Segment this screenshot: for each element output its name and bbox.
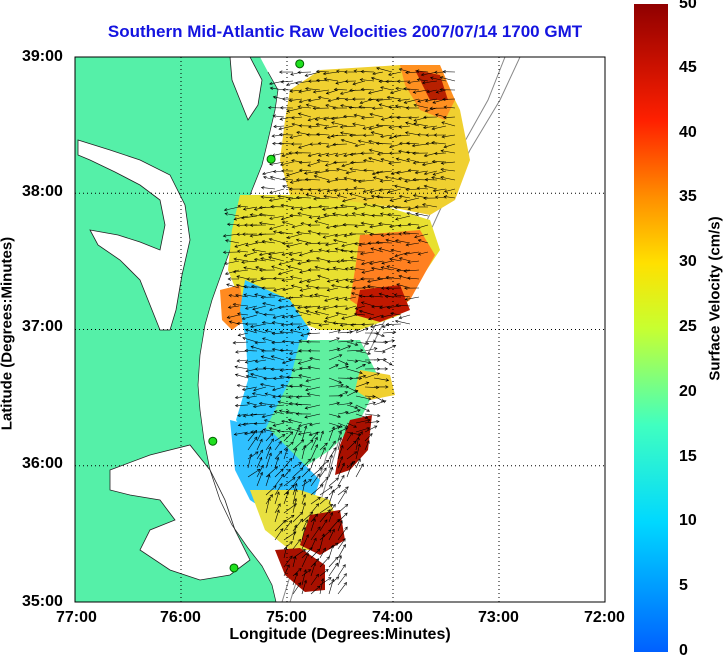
colorbar-tick: 45 (679, 59, 697, 77)
colorbar-tick: 30 (679, 253, 697, 271)
radar-station-marker (230, 564, 238, 572)
radar-station-marker (209, 437, 217, 445)
x-axis-label: Longitude (Degrees:Minutes) (75, 626, 605, 644)
radar-station-marker (296, 60, 304, 68)
y-tick: 38:00 (22, 183, 63, 201)
colorbar-tick: 5 (679, 577, 688, 595)
radar-station-marker (267, 155, 275, 163)
x-tick: 72:00 (584, 609, 625, 627)
colorbar-tick: 15 (679, 448, 697, 466)
colorbar-tick: 20 (679, 383, 697, 401)
x-tick: 73:00 (478, 609, 519, 627)
colorbar-tick: 10 (679, 512, 697, 530)
y-tick: 35:00 (22, 593, 63, 611)
y-tick: 37:00 (22, 318, 63, 336)
y-tick: 39:00 (22, 48, 63, 66)
colorbar-tick: 50 (679, 0, 697, 13)
colorbar-gradient (634, 4, 668, 652)
y-axis-label: Latitude (Degrees:Minutes) (0, 219, 16, 449)
y-tick: 36:00 (22, 455, 63, 473)
x-tick: 75:00 (266, 609, 307, 627)
colorbar-tick: 0 (679, 642, 688, 660)
x-tick: 74:00 (372, 609, 413, 627)
x-tick: 76:00 (160, 609, 201, 627)
colorbar-tick: 35 (679, 188, 697, 206)
colorbar-label: Surface Velocity (cm/s) (707, 184, 724, 414)
x-tick: 77:00 (56, 609, 97, 627)
colorbar-tick: 25 (679, 318, 697, 336)
colorbar-tick: 40 (679, 124, 697, 142)
